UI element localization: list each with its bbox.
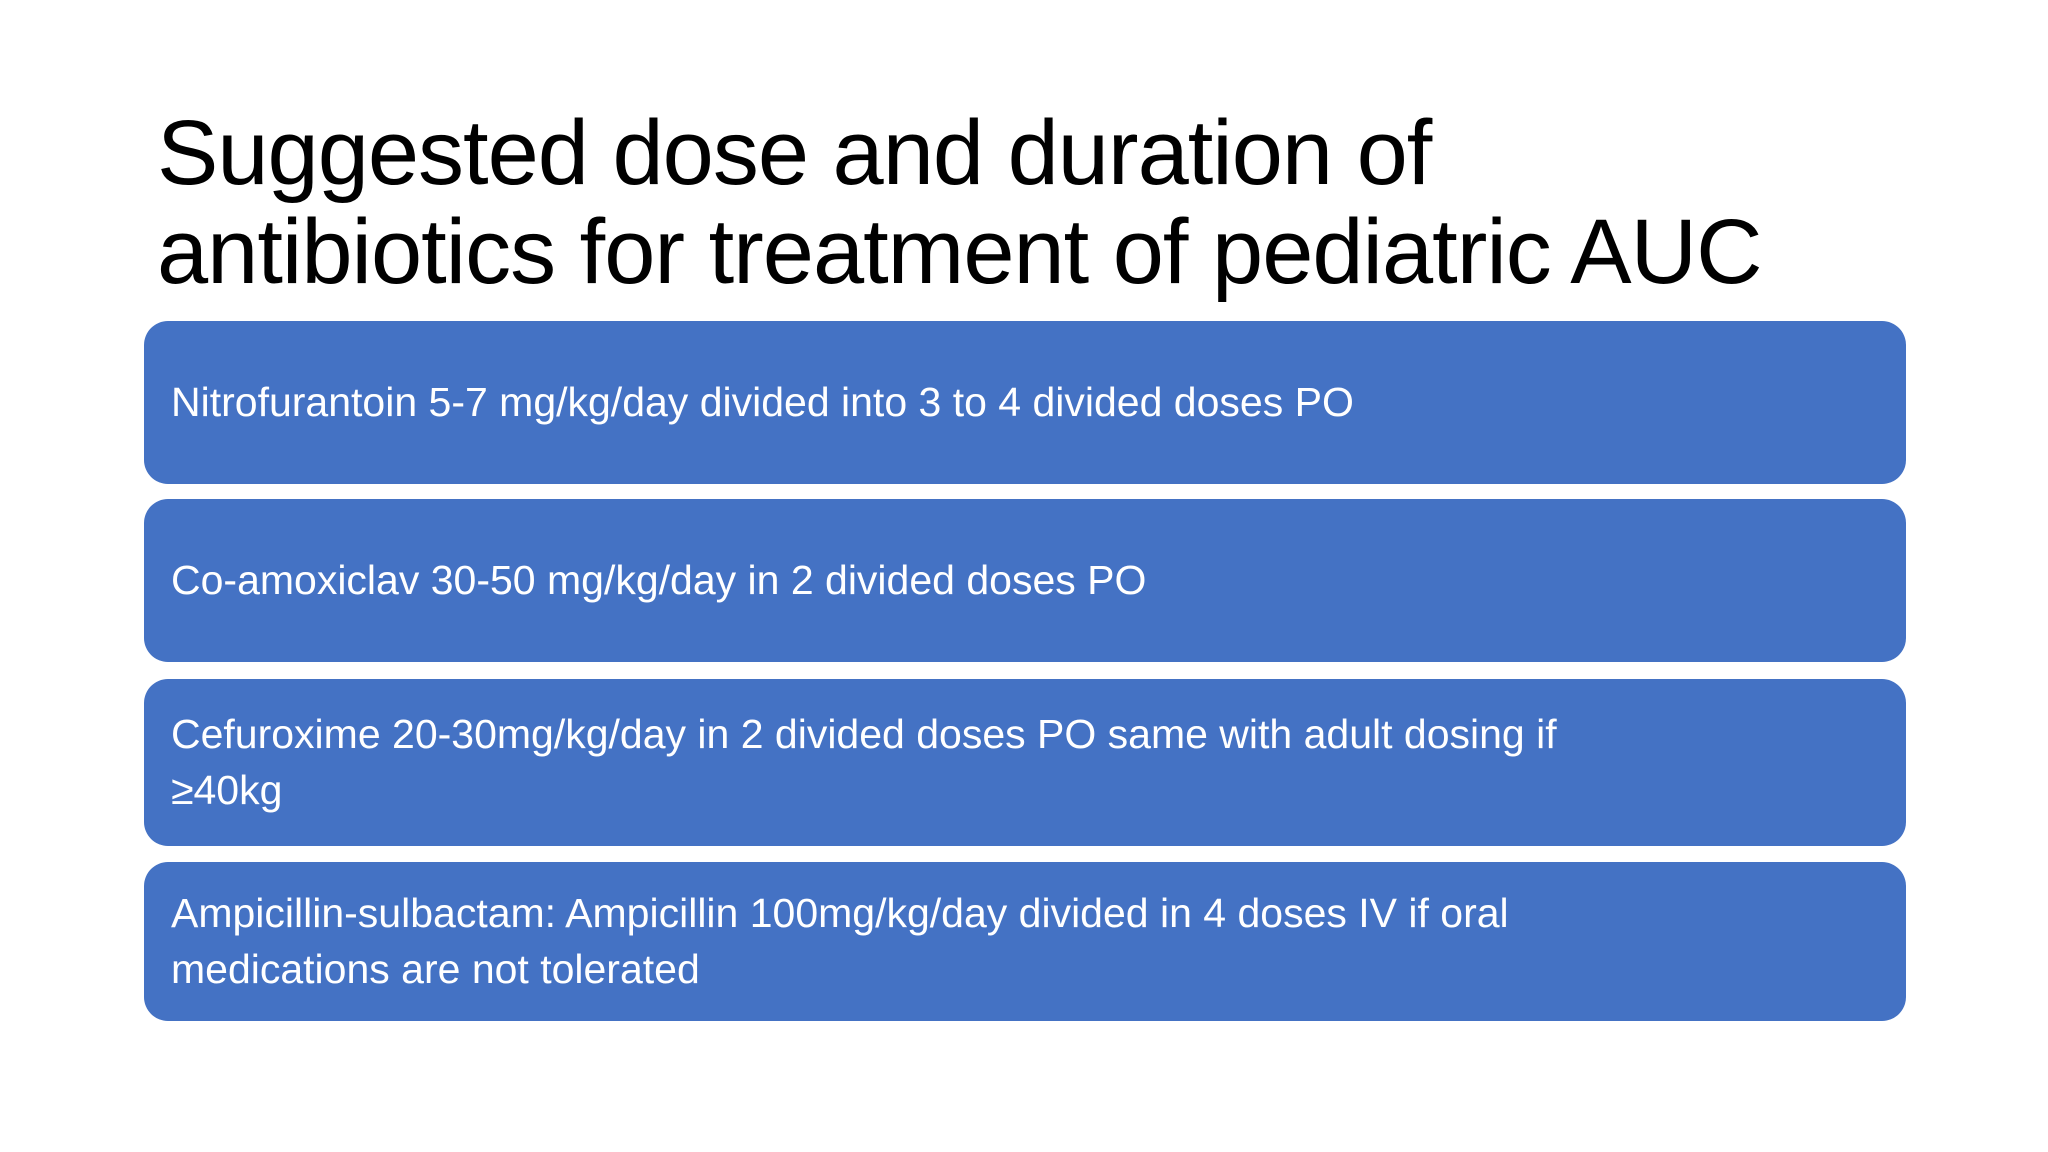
dose-box-co-amoxiclav: Co-amoxiclav 30-50 mg/kg/day in 2 divide… <box>144 499 1906 662</box>
dose-box-cefuroxime: Cefuroxime 20-30mg/kg/day in 2 divided d… <box>144 679 1906 846</box>
dose-box-co-amoxiclav-text: Co-amoxiclav 30-50 mg/kg/day in 2 divide… <box>171 556 1147 603</box>
dose-box-nitrofurantoin-text: Nitrofurantoin 5-7 mg/kg/day divided int… <box>171 378 1354 425</box>
dose-box-ampicillin-sulbactam-text: Ampicillin-sulbactam: Ampicillin 100mg/k… <box>171 890 1509 992</box>
slide-title: Suggested dose and duration of antibioti… <box>157 101 1763 303</box>
dose-box-cefuroxime-text: Cefuroxime 20-30mg/kg/day in 2 divided d… <box>171 711 1557 813</box>
dose-box-ampicillin-sulbactam: Ampicillin-sulbactam: Ampicillin 100mg/k… <box>144 862 1906 1021</box>
dose-box-nitrofurantoin: Nitrofurantoin 5-7 mg/kg/day divided int… <box>144 321 1906 484</box>
